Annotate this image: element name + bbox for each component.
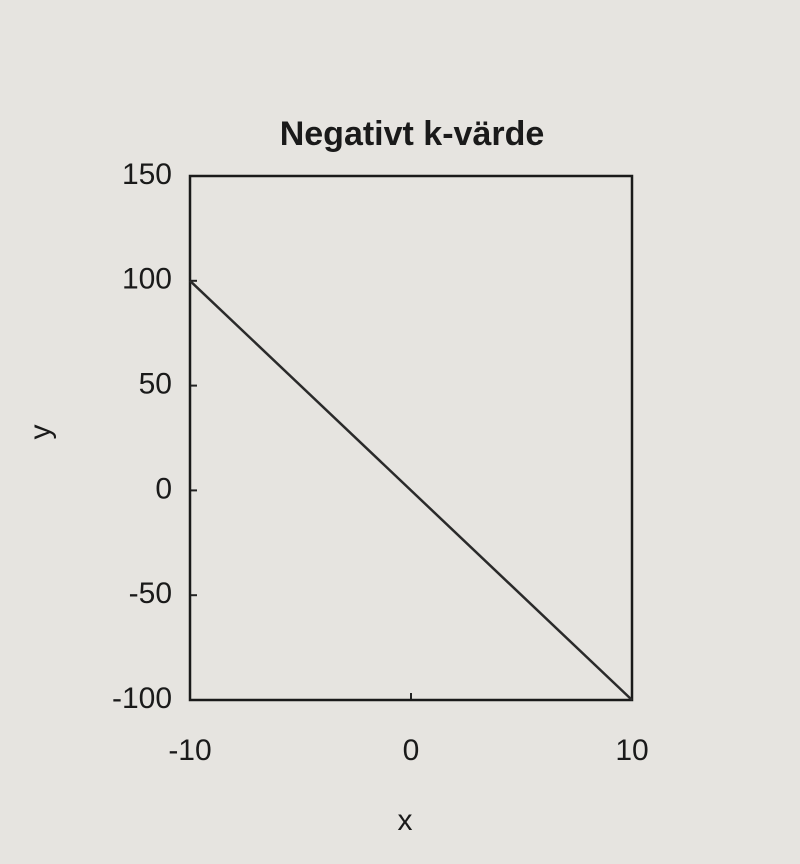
plot-frame (188, 174, 634, 702)
y-tick-label: 50 (139, 368, 172, 401)
y-tick-label: 150 (122, 158, 172, 191)
chart-title: Negativt k-värde (280, 115, 545, 153)
y-tick-label: 100 (122, 263, 172, 296)
x-axis-label: x (398, 804, 413, 837)
data-line (189, 279, 633, 701)
y-tick-label: 0 (155, 472, 172, 505)
y-tick-label: -50 (129, 577, 172, 610)
y-axis-label: y (24, 425, 57, 440)
x-tick-label: -10 (168, 734, 211, 767)
x-tick-label: 10 (615, 734, 648, 767)
x-tick-label: 0 (403, 734, 420, 767)
y-tick-label: -100 (112, 682, 172, 715)
